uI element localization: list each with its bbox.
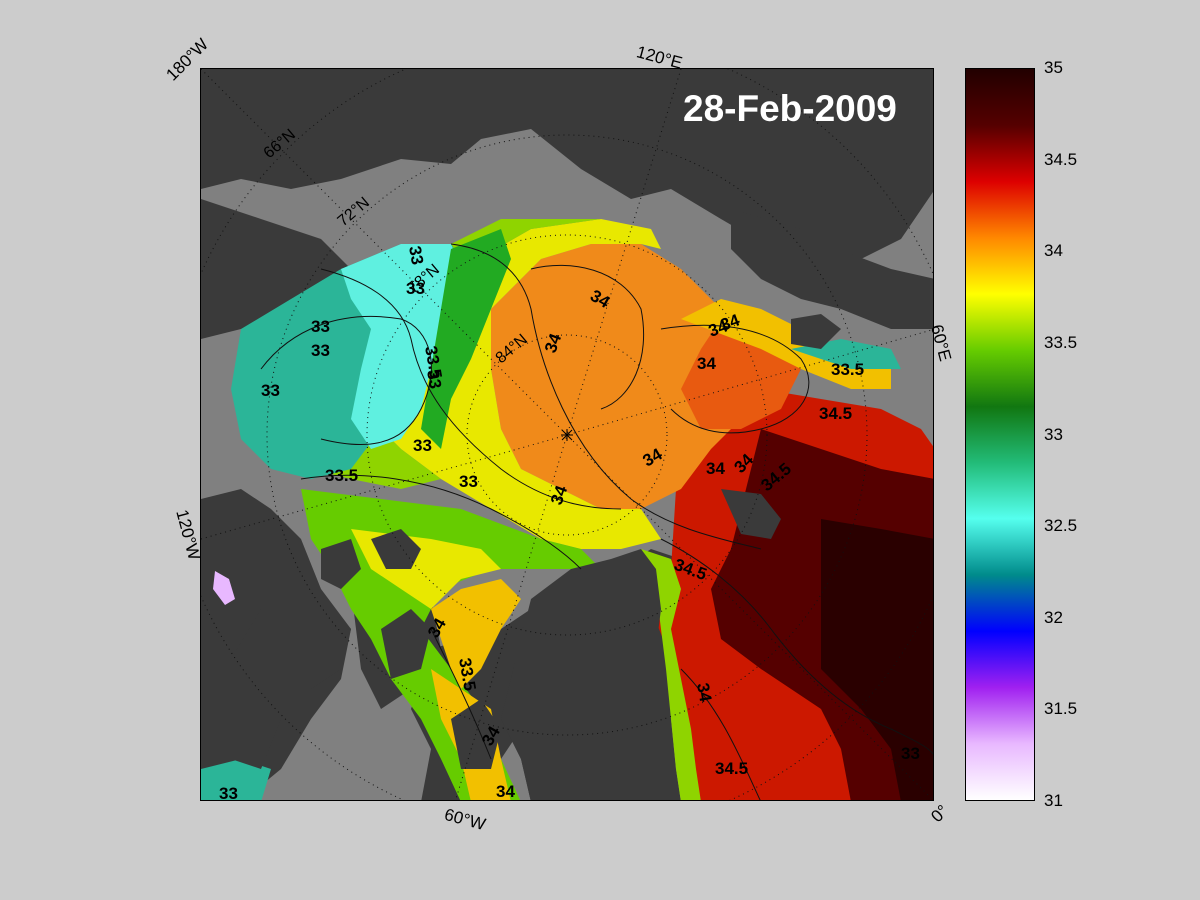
colorbar-tick-label: 32	[1044, 607, 1063, 627]
contour-label: 34	[496, 782, 515, 801]
contour-label: 34.5	[819, 404, 852, 423]
contour-label: 33	[311, 317, 330, 336]
colorbar-tick-label: 32.5	[1044, 516, 1078, 536]
lat-label-72n: 72°N	[335, 194, 373, 230]
graticule	[201, 69, 933, 800]
contour-label: 33.5	[831, 360, 864, 379]
contour-label: 34.5	[715, 759, 748, 778]
contour-label: 34	[693, 681, 715, 703]
contour-label: 33	[406, 279, 425, 298]
contour-label: 33	[423, 368, 445, 390]
date-title: 28-Feb-2009	[683, 88, 897, 129]
contour-label: 33	[413, 436, 432, 455]
contour-label: 33	[219, 784, 238, 801]
colorbar-tick-label: 34	[1044, 241, 1063, 261]
colorbar-tick-label: 31.5	[1044, 699, 1078, 719]
salinity-map: 66°N 72°N 78°N 84°N 33 33 33 33 33 33.5 …	[201, 69, 933, 801]
contour-label: 33	[459, 472, 478, 491]
lon-label-60w: 60°W	[442, 804, 488, 835]
colorbar-tick-label: 31	[1044, 791, 1063, 810]
land-overlay	[221, 314, 841, 800]
contour-label: 34	[706, 459, 725, 478]
contour-label: 33.5	[325, 466, 358, 485]
colorbar-tick-label: 33	[1044, 424, 1063, 444]
contour-label: 33	[261, 381, 280, 400]
lon-label-0: 0°	[927, 801, 953, 827]
map-panel: 66°N 72°N 78°N 84°N 33 33 33 33 33 33.5 …	[200, 68, 934, 801]
contour-lines	[260, 243, 933, 800]
lon-label-120w: 120°W	[172, 507, 204, 563]
pole-marker	[561, 429, 573, 441]
contour-label: 33	[311, 341, 330, 360]
salinity-colorbar	[965, 68, 1035, 801]
colorbar-tick-label: 33.5	[1044, 332, 1078, 352]
contour-label: 33	[901, 744, 920, 763]
colorbar-tick-label: 35	[1044, 58, 1063, 77]
contour-label: 33	[405, 244, 427, 266]
contour-label: 34	[697, 354, 716, 373]
colorbar-tick-label: 34.5	[1044, 149, 1078, 169]
salinity-fields	[201, 219, 933, 800]
